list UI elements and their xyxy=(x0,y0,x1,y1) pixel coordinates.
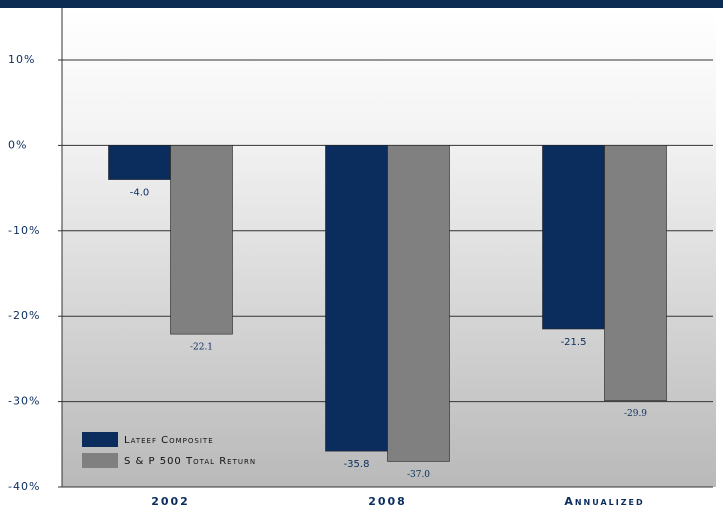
data-label: -35.8 xyxy=(344,459,370,470)
bar xyxy=(170,145,233,335)
bar xyxy=(542,145,605,330)
legend-swatch xyxy=(82,453,118,468)
x-tick-label: 2002 xyxy=(151,495,190,507)
y-tick-label: -10% xyxy=(8,224,40,237)
data-label: -21.5 xyxy=(561,337,587,348)
x-tick-label: Annualized xyxy=(564,495,644,507)
bar xyxy=(325,145,388,452)
bar xyxy=(604,145,667,402)
header-band xyxy=(0,0,723,8)
legend-label: Lateef Composite xyxy=(124,435,214,446)
data-label: -37.0 xyxy=(407,470,430,480)
y-tick-label: 10% xyxy=(8,53,35,66)
legend-label: S & P 500 Total Return xyxy=(124,456,256,467)
data-label: -22.1 xyxy=(190,343,213,353)
bar xyxy=(108,145,171,180)
bar xyxy=(387,145,450,462)
data-label: -29.9 xyxy=(624,409,647,419)
y-tick-label: -30% xyxy=(8,395,40,408)
legend-swatch xyxy=(82,432,118,447)
data-label: -4.0 xyxy=(130,188,150,199)
y-tick-label: 0% xyxy=(8,138,27,151)
y-tick-label: -40% xyxy=(8,480,40,493)
x-tick-label: 2008 xyxy=(368,495,407,507)
y-tick-label: -20% xyxy=(8,309,40,322)
